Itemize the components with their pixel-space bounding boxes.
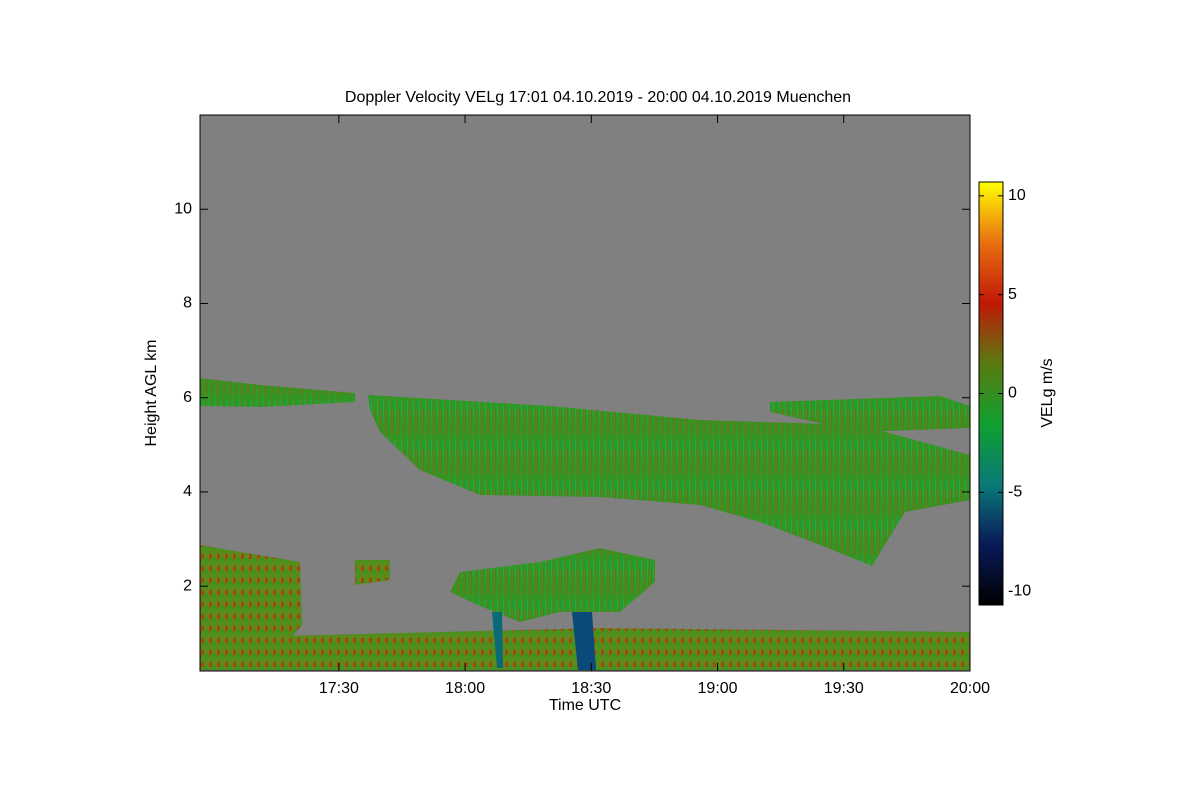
x-tick-label: 20:00 [950, 680, 990, 697]
colorbar-tick-label: 10 [1008, 187, 1026, 204]
y-tick-label: 6 [183, 389, 192, 406]
y-axis-label: Height AGL km [143, 339, 160, 446]
echo-region [200, 378, 355, 407]
echo-region [355, 560, 390, 585]
colorbar-label: VELg m/s [1039, 358, 1056, 427]
y-tick-label: 10 [174, 200, 192, 217]
echo-region [492, 612, 503, 668]
colorbar-tick-label: 0 [1008, 385, 1017, 402]
y-tick-label: 2 [183, 577, 192, 594]
y-tick-label: 4 [183, 483, 192, 500]
x-tick-label: 18:30 [571, 680, 611, 697]
echo-region [200, 545, 302, 660]
y-tick-label: 8 [183, 295, 192, 312]
echo-regions [200, 378, 970, 670]
x-tick-label: 19:30 [824, 680, 864, 697]
x-axis-label: Time UTC [549, 697, 621, 714]
x-tick-label: 18:00 [445, 680, 485, 697]
colorbar-tick-label: -5 [1008, 484, 1022, 501]
echo-region [450, 548, 655, 622]
chart-title: Doppler Velocity VELg 17:01 04.10.2019 -… [345, 89, 851, 106]
colorbar-tick-label: 5 [1008, 286, 1017, 303]
colorbar-tick-label: -10 [1008, 582, 1031, 599]
x-tick-label: 17:30 [319, 680, 359, 697]
echo-region [368, 395, 970, 566]
plot-frame [199, 114, 971, 672]
echo-region [572, 612, 596, 670]
echo-region [770, 396, 970, 432]
x-tick-label: 19:00 [698, 680, 738, 697]
